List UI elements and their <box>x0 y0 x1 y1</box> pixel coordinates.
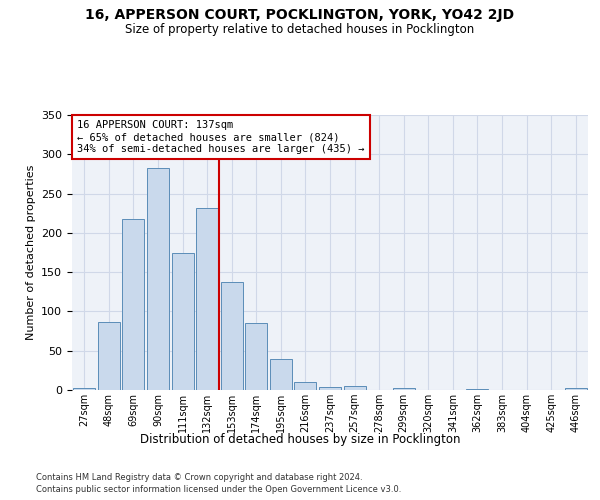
Text: 16, APPERSON COURT, POCKLINGTON, YORK, YO42 2JD: 16, APPERSON COURT, POCKLINGTON, YORK, Y… <box>85 8 515 22</box>
Bar <box>221 282 243 390</box>
Bar <box>172 252 194 390</box>
Bar <box>270 358 292 390</box>
Bar <box>466 389 488 390</box>
Bar <box>319 387 341 390</box>
Text: Contains public sector information licensed under the Open Government Licence v3: Contains public sector information licen… <box>36 485 401 494</box>
Bar <box>565 388 587 390</box>
Text: Distribution of detached houses by size in Pocklington: Distribution of detached houses by size … <box>140 432 460 446</box>
Bar <box>196 208 218 390</box>
Text: Contains HM Land Registry data © Crown copyright and database right 2024.: Contains HM Land Registry data © Crown c… <box>36 472 362 482</box>
Bar <box>392 388 415 390</box>
Bar <box>295 382 316 390</box>
Text: Size of property relative to detached houses in Pocklington: Size of property relative to detached ho… <box>125 22 475 36</box>
Y-axis label: Number of detached properties: Number of detached properties <box>26 165 35 340</box>
Bar <box>122 218 145 390</box>
Bar <box>344 386 365 390</box>
Bar <box>98 322 120 390</box>
Bar <box>147 168 169 390</box>
Bar <box>73 388 95 390</box>
Bar <box>245 323 268 390</box>
Text: 16 APPERSON COURT: 137sqm
← 65% of detached houses are smaller (824)
34% of semi: 16 APPERSON COURT: 137sqm ← 65% of detac… <box>77 120 365 154</box>
